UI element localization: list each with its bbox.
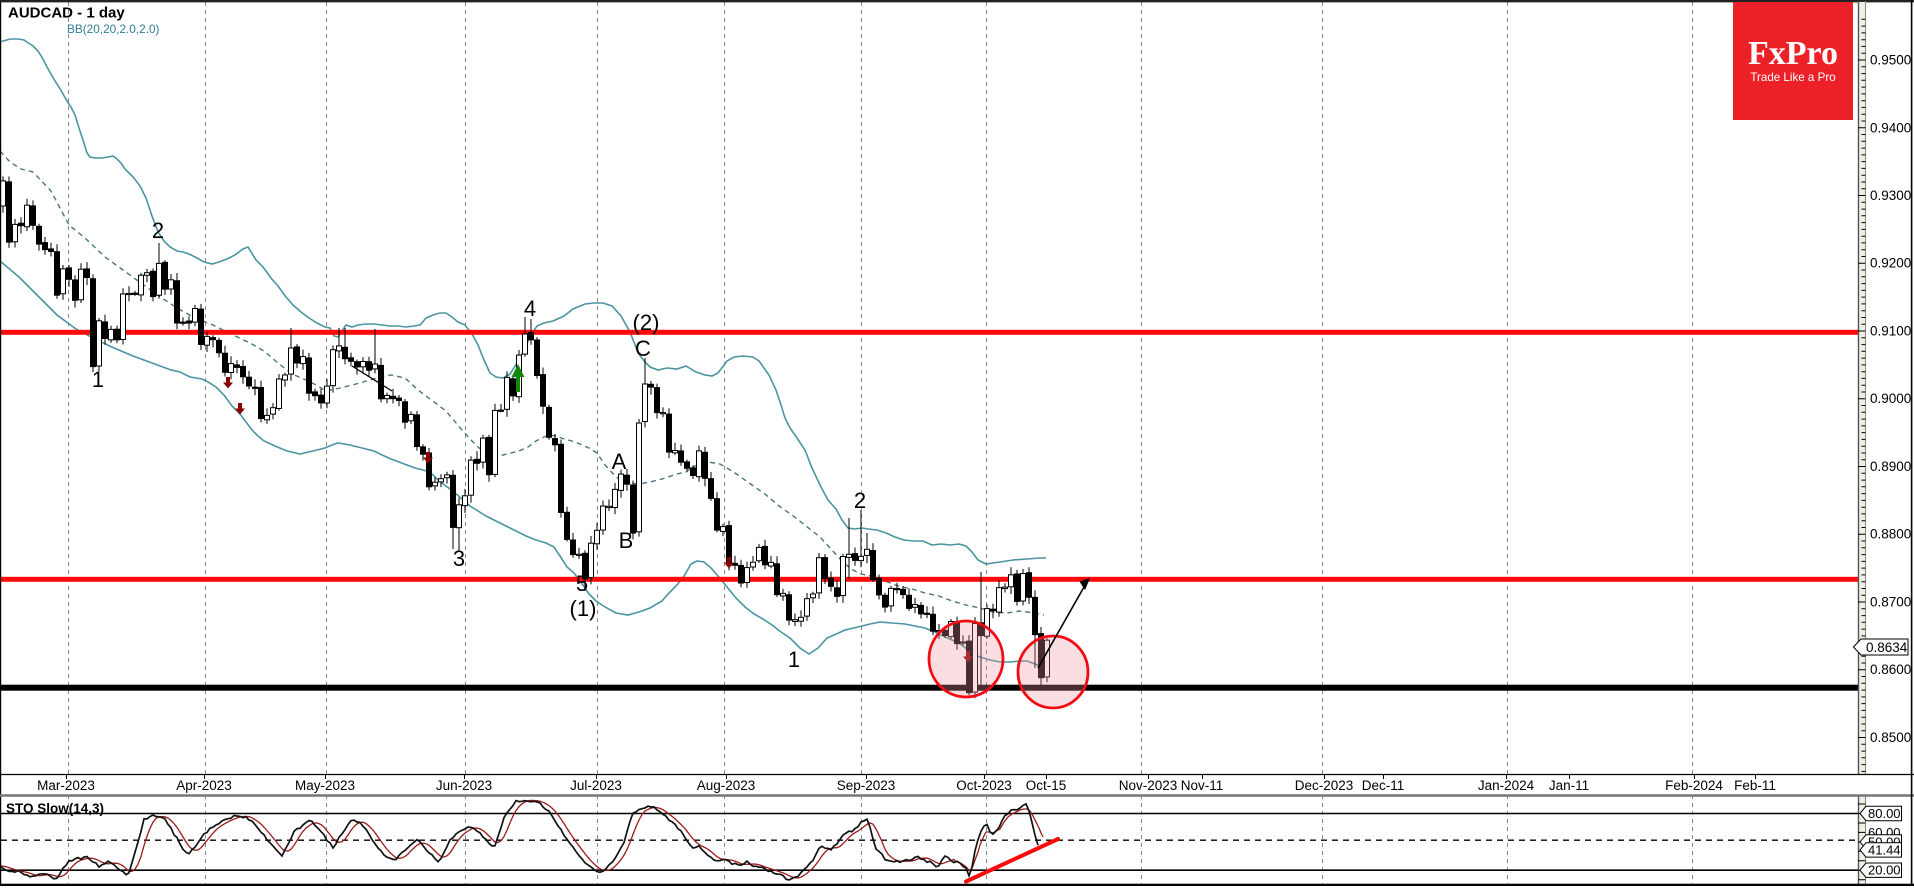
svg-text:Jan-2024: Jan-2024: [1478, 778, 1535, 793]
svg-text:Feb-2024: Feb-2024: [1665, 778, 1723, 793]
svg-text:0.9200: 0.9200: [1870, 256, 1911, 271]
svg-text:5: 5: [576, 571, 588, 596]
svg-text:3: 3: [453, 546, 465, 571]
svg-text:Nov-2023: Nov-2023: [1119, 778, 1178, 793]
svg-text:Dec-11: Dec-11: [1362, 778, 1405, 793]
svg-text:20.00: 20.00: [1868, 863, 1901, 878]
svg-text:Feb-11: Feb-11: [1734, 778, 1776, 793]
svg-text:B: B: [619, 528, 634, 553]
svg-text:Nov-11: Nov-11: [1181, 778, 1224, 793]
svg-text:Jun-2023: Jun-2023: [436, 778, 492, 793]
svg-text:2: 2: [152, 218, 164, 243]
svg-text:0.8700: 0.8700: [1870, 595, 1911, 610]
svg-text:May-2023: May-2023: [295, 778, 355, 793]
svg-text:Oct-2023: Oct-2023: [956, 778, 1012, 793]
svg-text:Jan-11: Jan-11: [1549, 778, 1589, 793]
svg-text:A: A: [612, 449, 627, 474]
svg-text:Aug-2023: Aug-2023: [697, 778, 756, 793]
svg-text:(1): (1): [570, 596, 597, 621]
svg-text:Sep-2023: Sep-2023: [837, 778, 896, 793]
svg-text:STO Slow(14,3): STO Slow(14,3): [6, 801, 104, 816]
svg-text:Trade Like a Pro: Trade Like a Pro: [1750, 71, 1835, 84]
svg-text:0.8634: 0.8634: [1866, 640, 1908, 655]
svg-text:0.8900: 0.8900: [1870, 459, 1911, 474]
svg-text:0.9400: 0.9400: [1870, 120, 1911, 135]
svg-text:AUDCAD - 1 day: AUDCAD - 1 day: [8, 5, 125, 22]
svg-text:FxPro: FxPro: [1748, 35, 1838, 72]
svg-text:80.00: 80.00: [1868, 806, 1901, 821]
svg-text:0.9000: 0.9000: [1870, 391, 1911, 406]
svg-text:Apr-2023: Apr-2023: [176, 778, 232, 793]
svg-text:(2): (2): [633, 310, 660, 335]
svg-text:0.8800: 0.8800: [1870, 527, 1911, 542]
svg-text:Mar-2023: Mar-2023: [37, 778, 95, 793]
svg-text:41.44: 41.44: [1868, 842, 1901, 857]
svg-text:BB(20,20,2.0,2.0): BB(20,20,2.0,2.0): [67, 22, 160, 36]
svg-text:Oct-15: Oct-15: [1026, 778, 1067, 793]
svg-text:4: 4: [524, 296, 536, 321]
svg-text:1: 1: [788, 647, 800, 672]
svg-text:0.9300: 0.9300: [1870, 188, 1911, 203]
svg-text:2: 2: [854, 488, 866, 513]
svg-text:0.9100: 0.9100: [1870, 324, 1911, 339]
svg-text:0.8600: 0.8600: [1870, 662, 1911, 677]
svg-text:0.8500: 0.8500: [1870, 730, 1911, 745]
svg-text:Dec-2023: Dec-2023: [1295, 778, 1354, 793]
svg-text:1: 1: [92, 367, 104, 392]
svg-text:C: C: [635, 336, 651, 361]
svg-text:0.9500: 0.9500: [1870, 53, 1911, 68]
svg-text:Jul-2023: Jul-2023: [570, 778, 622, 793]
